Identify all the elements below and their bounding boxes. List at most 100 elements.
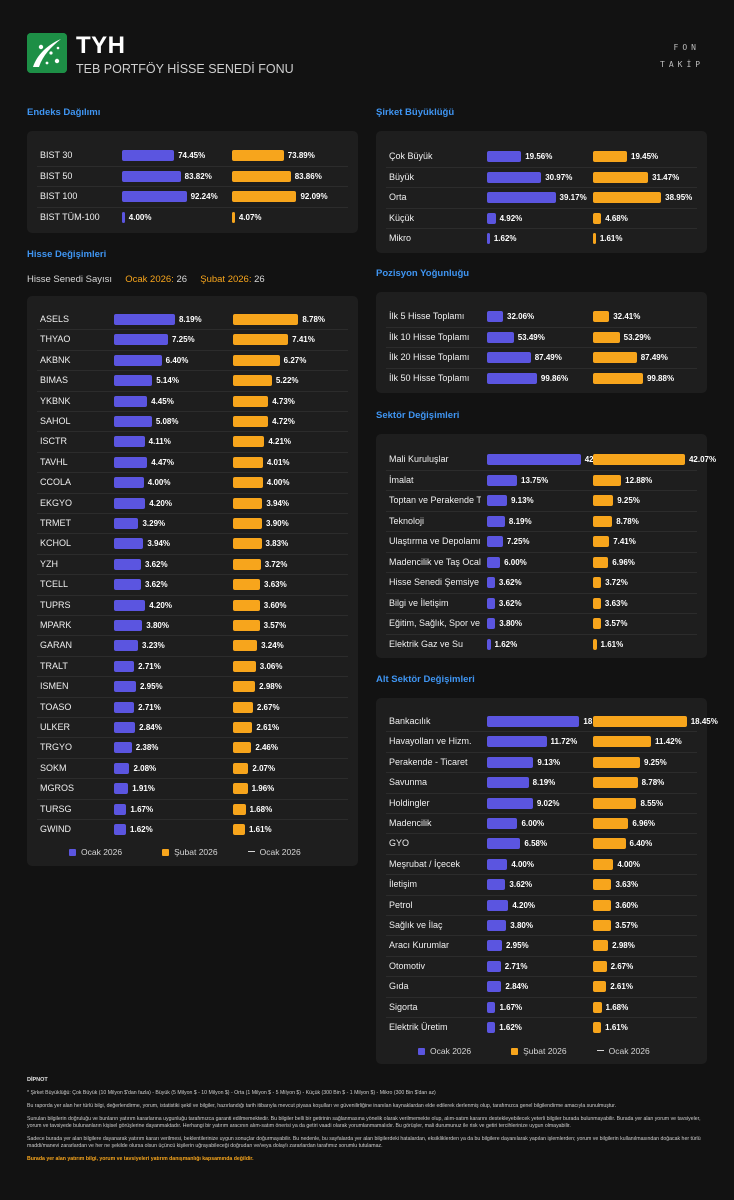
altsektor-bar-subat bbox=[593, 777, 638, 789]
hisse-bar-subat bbox=[233, 803, 246, 815]
hisse-row: GARAN 3.23% 3.24% bbox=[27, 637, 358, 653]
legend-line-swatch bbox=[247, 851, 255, 852]
hisse-value-ocak: 3.94% bbox=[147, 539, 171, 549]
hisse-bar-subat bbox=[233, 518, 263, 529]
row-separator bbox=[386, 572, 697, 573]
pozisyon-value-ocak: 99.86% bbox=[540, 373, 569, 383]
hisse-bar-subat bbox=[233, 375, 272, 387]
altsektor-value-subat: 2.61% bbox=[610, 982, 633, 992]
hisse-bar-subat bbox=[233, 640, 258, 652]
hisse-row: MGROS 1.91% 1.96% bbox=[27, 780, 358, 796]
row-separator bbox=[37, 553, 348, 555]
row-separator bbox=[37, 431, 348, 433]
pozisyon-value-subat: 87.49% bbox=[640, 353, 668, 362]
fund-code-title: TYH bbox=[76, 32, 126, 59]
hisse-label: CCOLA bbox=[40, 477, 72, 488]
hisse-row: ISMEN 2.95% 2.98% bbox=[27, 678, 358, 694]
sirket-label: Büyük bbox=[389, 171, 415, 182]
hisse-value-subat: 3.72% bbox=[264, 559, 288, 569]
hisse-value-subat: 3.60% bbox=[263, 600, 287, 610]
altsektor-bar-ocak bbox=[487, 838, 521, 850]
row-separator bbox=[37, 349, 348, 351]
hisse-row: YKBNK 4.45% 4.73% bbox=[27, 393, 358, 409]
hisse-row: TRALT 2.71% 3.06% bbox=[27, 658, 358, 674]
altsektor-bar-ocak bbox=[487, 940, 502, 952]
pozisyon-value-ocak: 32.06% bbox=[507, 312, 535, 321]
sirket-bar-subat bbox=[593, 212, 602, 224]
row-separator bbox=[386, 613, 697, 614]
endeks-bar-ocak bbox=[122, 191, 187, 202]
hisse-value-ocak: 2.84% bbox=[139, 723, 162, 732]
hisse-bar-subat bbox=[233, 558, 261, 570]
sektor-bar-ocak bbox=[487, 638, 491, 650]
sektor-value-subat: 3.57% bbox=[604, 619, 628, 628]
legend-label-ocak: Ocak 2026 bbox=[430, 1046, 472, 1056]
altsektor-bar-subat bbox=[593, 1022, 602, 1033]
altsektor-bar-subat bbox=[593, 940, 609, 952]
altsektor-value-ocak: 6.00% bbox=[521, 819, 545, 828]
altsektor-bar-ocak bbox=[487, 981, 502, 993]
sektor-bar-subat bbox=[593, 454, 685, 465]
altsektor-row: Aracı Kurumlar 2.95% 2.98% bbox=[376, 937, 707, 953]
row-separator bbox=[37, 737, 348, 739]
row-separator bbox=[37, 696, 348, 698]
endeks-bar-ocak bbox=[122, 211, 125, 223]
row-separator bbox=[37, 655, 348, 657]
altsektor-value-ocak: 3.80% bbox=[510, 921, 533, 930]
row-separator bbox=[386, 833, 697, 835]
row-separator bbox=[386, 894, 697, 896]
altsektor-value-ocak: 2.95% bbox=[505, 941, 529, 951]
altsektor-bar-ocak bbox=[487, 858, 508, 870]
sirket-row: Küçük 4.92% 4.68% bbox=[376, 210, 707, 226]
hisse-bar-subat bbox=[233, 497, 263, 509]
hisse-label: GWIND bbox=[40, 824, 71, 834]
brand-line-1: FON bbox=[673, 43, 700, 52]
hisse-label: SAHOL bbox=[40, 416, 71, 426]
panel-pozisyon-yogunlugu: İlk 5 Hisse Toplamı 32.06% 32.41% İlk 10 Hi… bbox=[376, 292, 707, 393]
hisse-value-ocak: 5.14% bbox=[156, 376, 179, 386]
sektor-row: Toptan ve Perakende T 9.13% 9.25% bbox=[376, 492, 707, 508]
hisse-value-subat: 3.90% bbox=[266, 519, 289, 528]
altsektor-row: Petrol 4.20% 3.60% bbox=[376, 897, 707, 913]
row-separator bbox=[386, 531, 697, 532]
endeks-value-subat: 92.09% bbox=[300, 192, 328, 201]
hisse-bar-subat bbox=[233, 660, 256, 672]
row-separator bbox=[37, 798, 348, 800]
legend-label-subat: Şubat 2026 bbox=[523, 1046, 567, 1056]
disclaimer-paragraph-3: Sadece burada yer alan bilgilere dayanar… bbox=[27, 1136, 701, 1149]
hisse-row: TAVHL 4.47% 4.01% bbox=[27, 454, 358, 470]
hisse-bar-subat bbox=[233, 824, 245, 835]
altsektor-bar-subat bbox=[593, 879, 612, 891]
sektor-value-ocak: 1.62% bbox=[494, 639, 518, 649]
stock-count-jan-label: Ocak 2026: bbox=[125, 274, 174, 285]
section-title-altsektor: Alt Sektör Değişimleri bbox=[376, 674, 475, 685]
endeks-value-subat: 73.89% bbox=[287, 151, 315, 160]
altsektor-value-ocak: 6.58% bbox=[524, 839, 548, 849]
altsektor-value-subat: 3.60% bbox=[615, 900, 638, 910]
row-separator bbox=[37, 615, 348, 616]
hisse-bar-subat bbox=[233, 599, 260, 611]
row-separator bbox=[37, 717, 348, 718]
row-separator bbox=[386, 207, 697, 209]
sirket-label: Mikro bbox=[389, 233, 411, 243]
altsektor-bar-ocak bbox=[487, 736, 547, 748]
hisse-value-ocak: 3.80% bbox=[146, 621, 169, 630]
hisse-label: MPARK bbox=[40, 620, 72, 630]
stock-count-label: Hisse Senedi Sayısı bbox=[27, 274, 113, 285]
altsektor-bar-ocak bbox=[487, 920, 507, 931]
hisse-value-subat: 4.00% bbox=[266, 478, 290, 488]
altsektor-row: Meşrubat / İçecek 4.00% 4.00% bbox=[376, 856, 707, 872]
row-separator bbox=[37, 635, 348, 637]
sirket-bar-ocak bbox=[487, 233, 490, 244]
hisse-bar-ocak bbox=[114, 314, 175, 325]
sirket-value-ocak: 30.97% bbox=[545, 172, 573, 182]
altsektor-row: Holdingler 9.02% 8.55% bbox=[376, 795, 707, 811]
hisse-bar-ocak bbox=[114, 354, 162, 366]
sirket-label: Orta bbox=[389, 192, 407, 202]
altsektor-row: GYO 6.58% 6.40% bbox=[376, 835, 707, 851]
sirket-value-ocak: 19.56% bbox=[525, 152, 553, 161]
disclaimer-paragraph-1: Bu raporda yer alan her türlü bilgi, değ… bbox=[27, 1103, 617, 1109]
hisse-value-ocak: 1.91% bbox=[132, 784, 155, 794]
